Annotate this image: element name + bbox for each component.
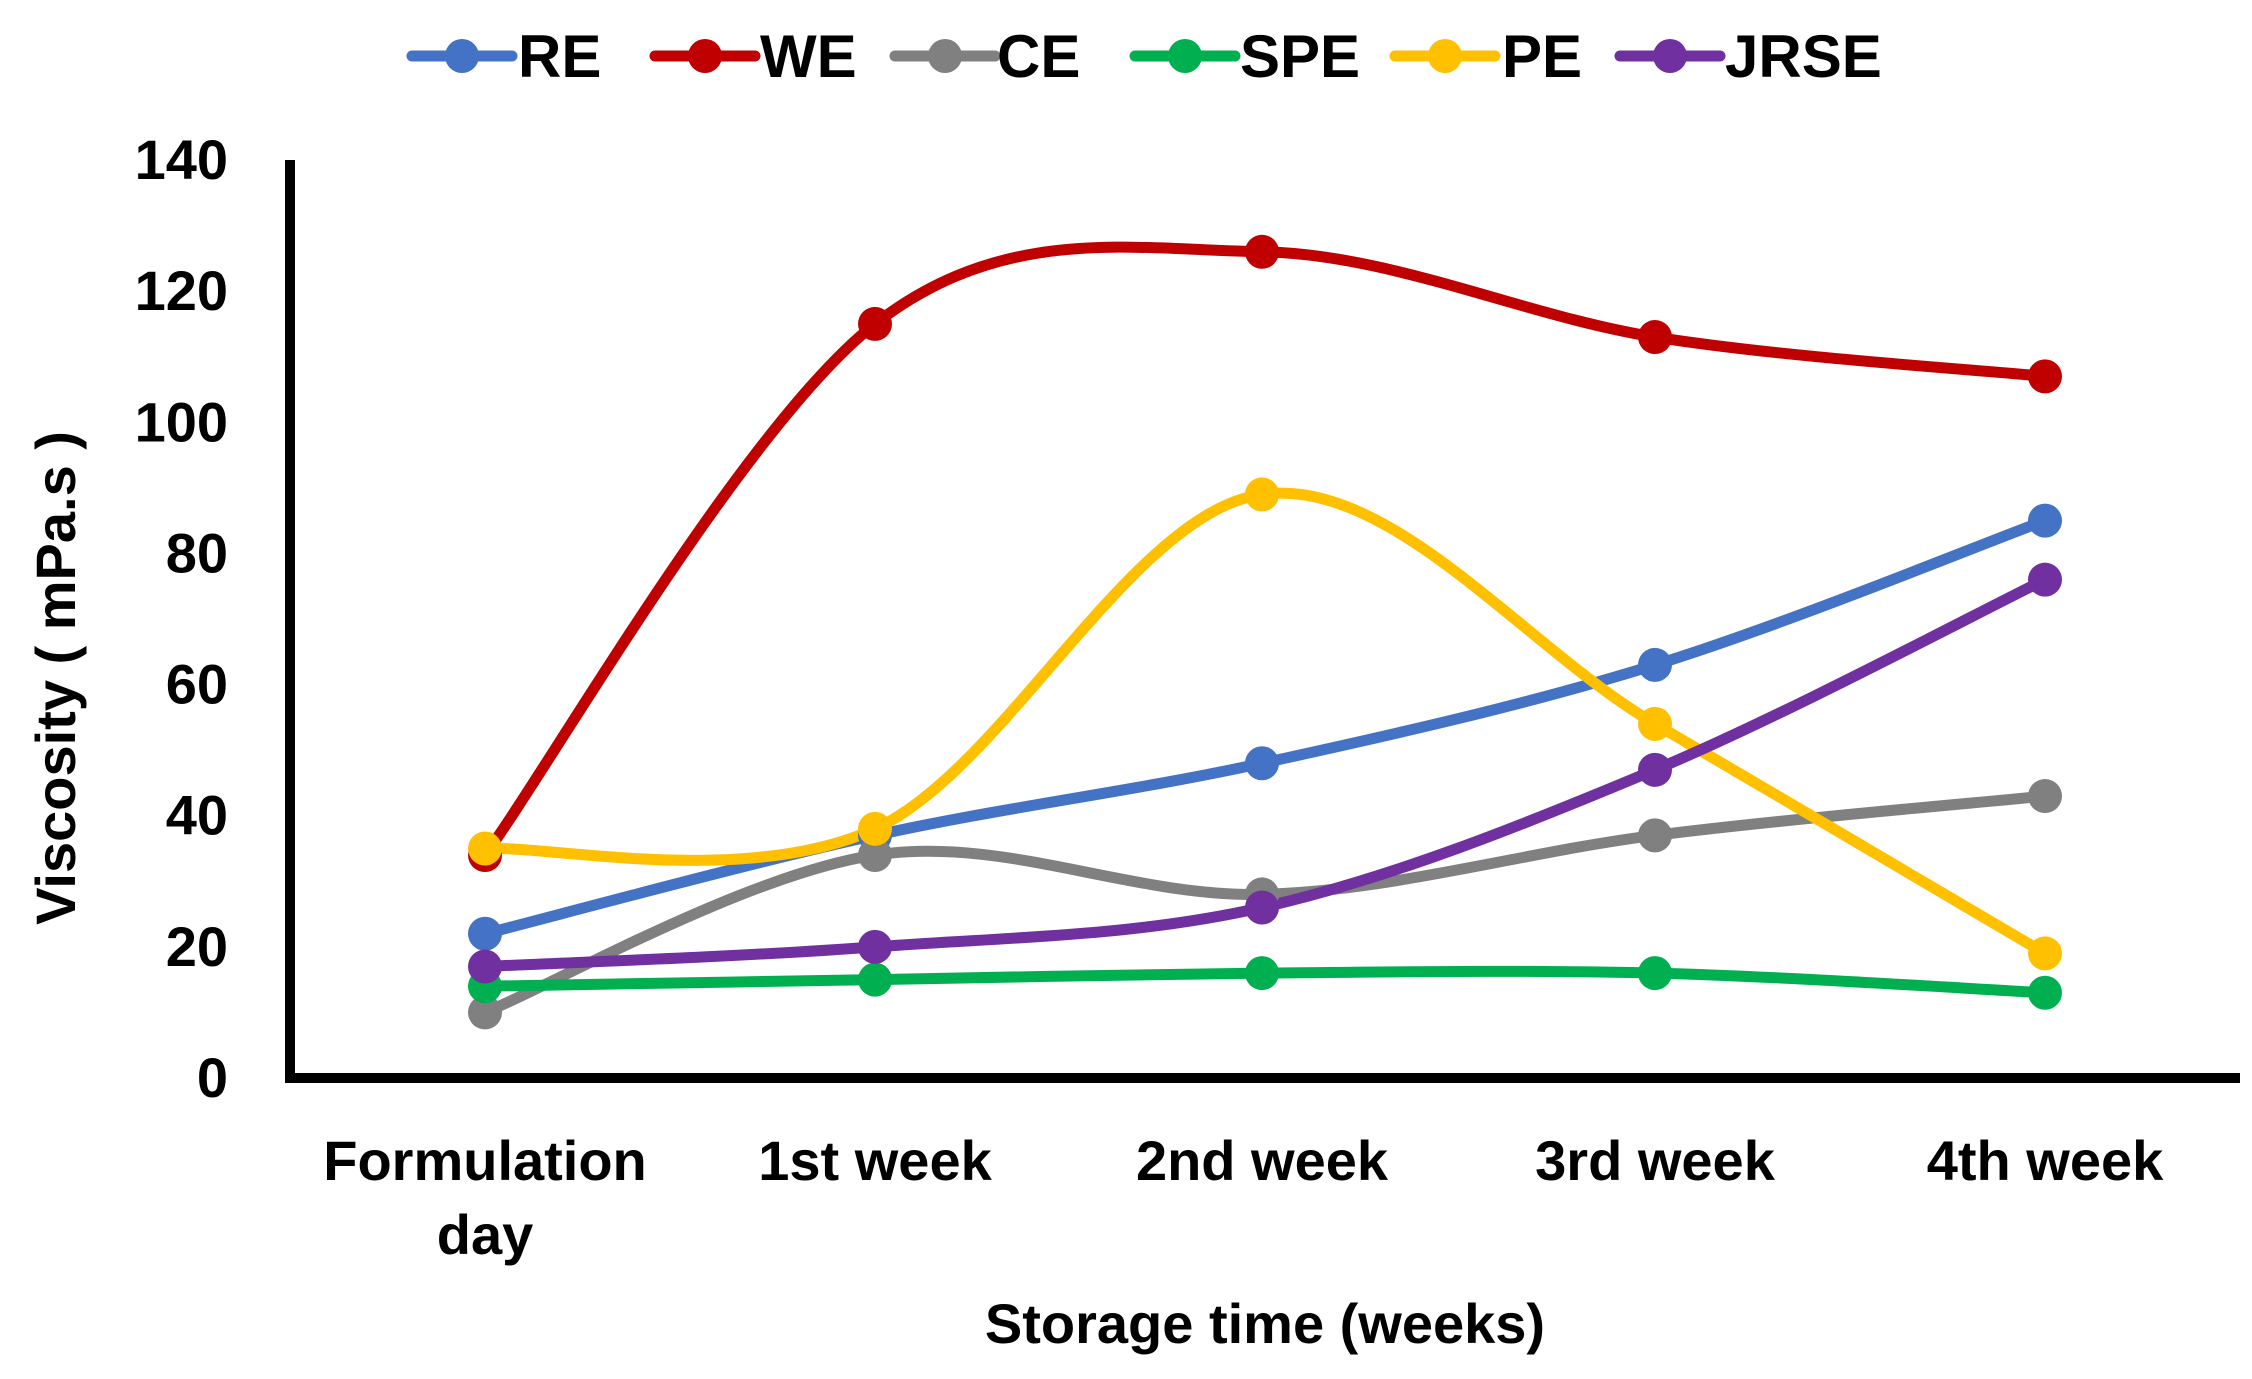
legend-label-ce: CE xyxy=(997,23,1080,90)
data-point-re xyxy=(468,916,502,951)
x-axis-title: Storage time (weeks) xyxy=(985,1292,1545,1355)
x-tick-label: 4th week xyxy=(1927,1129,2164,1192)
x-tick-label: day xyxy=(437,1203,534,1266)
series-points xyxy=(468,234,2062,1030)
data-point-re xyxy=(2028,503,2062,538)
data-point-pe xyxy=(2028,936,2062,971)
legend-swatch-marker-ce xyxy=(928,39,962,73)
y-tick-labels: 0 20 40 60 80 100 120 140 xyxy=(135,128,228,1109)
data-point-ce xyxy=(2028,779,2062,814)
data-point-spe xyxy=(858,962,892,997)
y-tick-label: 140 xyxy=(135,128,228,191)
y-tick-label: 40 xyxy=(166,784,228,847)
legend-swatch-marker-spe xyxy=(1168,39,1202,73)
series-line-we xyxy=(479,241,2051,861)
data-point-jrse xyxy=(858,929,892,964)
data-point-we xyxy=(1245,234,1279,269)
legend-swatch-marker-re xyxy=(445,39,479,73)
data-point-pe xyxy=(1638,706,1672,741)
x-tick-label: 2nd week xyxy=(1136,1129,1389,1192)
legend-label-we: WE xyxy=(760,23,857,90)
data-point-jrse xyxy=(2028,562,2062,597)
legend: RE WE CE SPE PE JRSE xyxy=(406,23,1882,90)
series-line-re xyxy=(479,515,2051,940)
data-point-we xyxy=(858,306,892,341)
data-point-we xyxy=(2028,359,2062,394)
data-point-jrse xyxy=(468,949,502,984)
data-point-jrse xyxy=(1638,752,1672,787)
legend-label-jrse: JRSE xyxy=(1725,23,1882,90)
data-point-ce xyxy=(1638,818,1672,853)
y-tick-label: 0 xyxy=(197,1046,228,1109)
legend-swatch-marker-we xyxy=(688,39,722,73)
data-point-spe xyxy=(1638,956,1672,991)
data-point-pe xyxy=(858,811,892,846)
y-tick-label: 100 xyxy=(135,390,228,453)
data-point-ce xyxy=(858,838,892,873)
legend-swatch-marker-pe xyxy=(1428,39,1462,73)
y-tick-label: 60 xyxy=(166,653,228,716)
legend-label-re: RE xyxy=(518,23,601,90)
data-point-re xyxy=(1245,746,1279,781)
y-tick-label: 120 xyxy=(135,259,228,322)
x-tick-label: 1st week xyxy=(758,1129,992,1192)
data-point-ce xyxy=(468,995,502,1030)
y-axis-title: Viscosity ( mPa.s ) xyxy=(24,431,87,925)
y-tick-label: 80 xyxy=(166,521,228,584)
data-point-pe xyxy=(468,831,502,866)
data-point-jrse xyxy=(1245,890,1279,925)
x-tick-label: Formulation xyxy=(323,1129,647,1192)
data-point-pe xyxy=(1245,477,1279,512)
y-tick-label: 20 xyxy=(166,915,228,978)
legend-swatch-marker-jrse xyxy=(1653,39,1687,73)
legend-label-pe: PE xyxy=(1502,23,1582,90)
data-point-spe xyxy=(2028,975,2062,1010)
data-point-spe xyxy=(1245,956,1279,991)
data-point-re xyxy=(1638,647,1672,682)
legend-label-spe: SPE xyxy=(1240,23,1360,90)
x-tick-labels: Formulation day 1st week 2nd week 3rd week 4t… xyxy=(323,1129,2164,1266)
x-tick-label: 3rd week xyxy=(1535,1129,1776,1192)
data-point-we xyxy=(1638,320,1672,355)
